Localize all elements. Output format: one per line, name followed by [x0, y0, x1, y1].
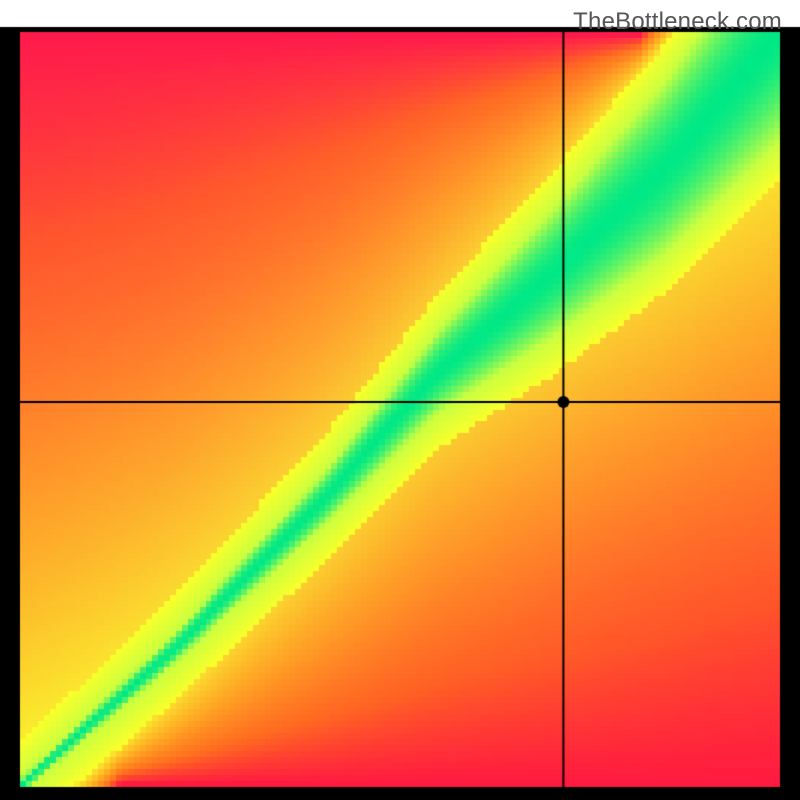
- chart-container: TheBottleneck.com: [0, 0, 800, 800]
- bottleneck-heatmap-canvas: [0, 0, 800, 800]
- watermark-text: TheBottleneck.com: [573, 8, 782, 36]
